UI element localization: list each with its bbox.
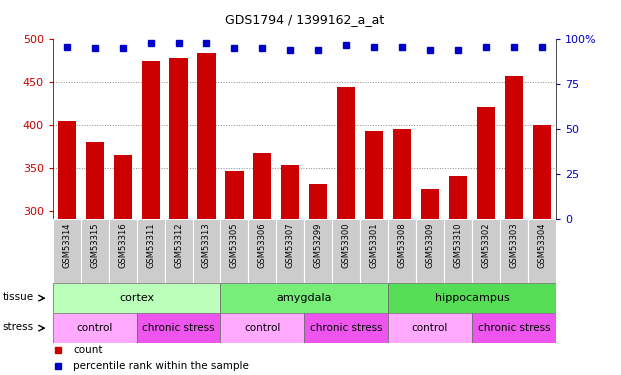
Text: GSM53307: GSM53307 xyxy=(286,223,295,268)
Bar xyxy=(253,153,271,219)
Bar xyxy=(500,219,528,283)
Bar xyxy=(472,219,500,283)
Bar xyxy=(444,219,472,283)
Bar xyxy=(248,219,276,283)
Text: GSM53306: GSM53306 xyxy=(258,223,267,268)
Bar xyxy=(388,283,556,313)
Text: GSM53303: GSM53303 xyxy=(509,223,519,268)
Bar xyxy=(220,219,248,283)
Bar xyxy=(58,121,76,219)
Bar xyxy=(193,219,220,283)
Text: control: control xyxy=(412,323,448,333)
Text: GSM53312: GSM53312 xyxy=(174,223,183,268)
Bar xyxy=(165,219,193,283)
Bar xyxy=(53,219,81,283)
Text: GSM53300: GSM53300 xyxy=(342,223,351,268)
Text: control: control xyxy=(244,323,281,333)
Text: count: count xyxy=(73,345,102,355)
Bar xyxy=(137,313,220,343)
Bar xyxy=(53,313,137,343)
Bar xyxy=(332,219,360,283)
Bar xyxy=(304,219,332,283)
Bar xyxy=(528,219,556,283)
Text: hippocampus: hippocampus xyxy=(435,293,509,303)
Bar xyxy=(388,313,472,343)
Text: GDS1794 / 1399162_a_at: GDS1794 / 1399162_a_at xyxy=(225,13,384,26)
Text: amygdala: amygdala xyxy=(276,293,332,303)
Bar xyxy=(53,283,220,313)
Text: chronic stress: chronic stress xyxy=(142,323,215,333)
Bar xyxy=(142,61,160,219)
Bar xyxy=(533,125,551,219)
Bar xyxy=(220,313,304,343)
Text: control: control xyxy=(76,323,113,333)
Bar xyxy=(472,313,556,343)
Bar xyxy=(416,219,444,283)
Text: GSM53309: GSM53309 xyxy=(425,223,435,268)
Bar xyxy=(276,219,304,283)
Text: chronic stress: chronic stress xyxy=(310,323,383,333)
Text: percentile rank within the sample: percentile rank within the sample xyxy=(73,361,249,370)
Text: GSM53308: GSM53308 xyxy=(397,223,407,268)
Text: GSM53301: GSM53301 xyxy=(369,223,379,268)
Bar xyxy=(170,58,188,219)
Text: GSM53314: GSM53314 xyxy=(62,223,71,268)
Text: GSM53316: GSM53316 xyxy=(118,223,127,268)
Bar xyxy=(449,176,467,219)
Text: tissue: tissue xyxy=(2,292,34,302)
Bar xyxy=(477,107,495,219)
Bar xyxy=(304,313,388,343)
Text: GSM53315: GSM53315 xyxy=(90,223,99,268)
Text: GSM53302: GSM53302 xyxy=(481,223,491,268)
Bar xyxy=(393,129,411,219)
Text: chronic stress: chronic stress xyxy=(478,323,550,333)
Bar xyxy=(281,165,299,219)
Bar xyxy=(337,87,355,219)
Text: GSM53305: GSM53305 xyxy=(230,223,239,268)
Bar xyxy=(421,189,439,219)
Bar xyxy=(114,155,132,219)
Bar xyxy=(197,53,215,219)
Bar xyxy=(137,219,165,283)
Bar xyxy=(309,184,327,219)
Text: GSM53304: GSM53304 xyxy=(537,223,546,268)
Bar xyxy=(360,219,388,283)
Bar xyxy=(388,219,416,283)
Text: GSM53311: GSM53311 xyxy=(146,223,155,268)
Bar xyxy=(365,131,383,219)
Bar xyxy=(81,219,109,283)
Text: cortex: cortex xyxy=(119,293,154,303)
Bar xyxy=(505,76,523,219)
Text: stress: stress xyxy=(2,322,34,332)
Text: GSM53299: GSM53299 xyxy=(314,223,323,268)
Bar xyxy=(86,142,104,219)
Bar xyxy=(220,283,388,313)
Text: GSM53313: GSM53313 xyxy=(202,223,211,268)
Text: GSM53310: GSM53310 xyxy=(453,223,463,268)
Bar xyxy=(109,219,137,283)
Bar xyxy=(225,171,243,219)
